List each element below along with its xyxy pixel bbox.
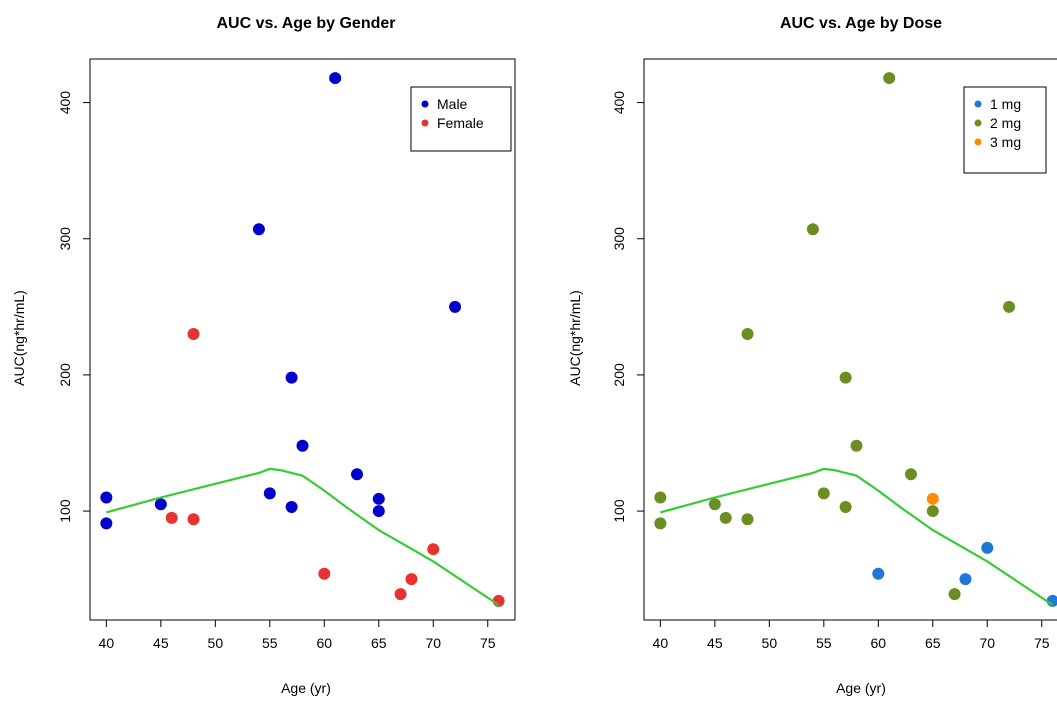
plot-frame bbox=[89, 58, 516, 621]
y-tick-label: 400 bbox=[57, 91, 73, 115]
data-point bbox=[329, 72, 342, 85]
legend: Male Female bbox=[410, 86, 512, 152]
data-point bbox=[350, 468, 363, 481]
data-point bbox=[372, 505, 385, 518]
x-tick-label: 40 bbox=[99, 635, 115, 651]
chart-gender: AUC vs. Age by Gender Age (yr) AUC(ng*hr… bbox=[11, 15, 516, 696]
legend: 1 mg 2 mg 3 mg bbox=[963, 86, 1047, 174]
legend-label: Male bbox=[437, 96, 468, 112]
legend-marker bbox=[421, 100, 429, 108]
data-point bbox=[285, 371, 298, 384]
data-point bbox=[708, 498, 721, 511]
data-point bbox=[394, 588, 407, 601]
x-tick-label: 50 bbox=[208, 635, 224, 651]
x-tick-label: 50 bbox=[762, 635, 778, 651]
y-tick-label: 300 bbox=[611, 227, 627, 251]
x-tick-label: 70 bbox=[979, 635, 995, 651]
legend-box bbox=[410, 86, 512, 152]
data-point bbox=[654, 491, 667, 504]
data-point bbox=[187, 328, 200, 341]
data-point bbox=[285, 500, 298, 513]
data-point bbox=[926, 505, 939, 518]
legend-marker bbox=[974, 100, 982, 108]
data-point bbox=[904, 468, 917, 481]
data-point bbox=[427, 543, 440, 556]
y-axis-label: AUC(ng*hr/mL) bbox=[11, 290, 27, 386]
data-point bbox=[806, 223, 819, 236]
trend-line bbox=[106, 467, 500, 606]
y-tick-label: 100 bbox=[57, 499, 73, 523]
x-tick-label: 75 bbox=[480, 635, 496, 651]
data-point bbox=[839, 371, 852, 384]
data-point bbox=[296, 439, 309, 452]
x-tick-label: 70 bbox=[425, 635, 441, 651]
legend-marker bbox=[974, 138, 982, 146]
data-point bbox=[263, 487, 276, 500]
legend-label: 2 mg bbox=[990, 115, 1021, 131]
legend-marker bbox=[974, 119, 982, 127]
data-point bbox=[948, 588, 961, 601]
y-tick-label: 400 bbox=[611, 91, 627, 115]
data-point bbox=[883, 72, 896, 85]
data-point bbox=[981, 541, 994, 554]
data-point bbox=[252, 223, 265, 236]
data-point bbox=[100, 517, 113, 530]
data-point bbox=[872, 567, 885, 580]
data-point bbox=[741, 328, 754, 341]
trend-line bbox=[660, 467, 1054, 606]
data-point bbox=[817, 487, 830, 500]
x-tick-label: 45 bbox=[153, 635, 169, 651]
data-point bbox=[959, 573, 972, 586]
data-point bbox=[100, 491, 113, 504]
chart-dose: AUC vs. Age by Dose Age (yr) AUC(ng*hr/m… bbox=[567, 15, 1057, 696]
data-point bbox=[372, 492, 385, 505]
x-tick-label: 60 bbox=[317, 635, 333, 651]
y-tick-label: 100 bbox=[611, 499, 627, 523]
y-axis-label: AUC(ng*hr/mL) bbox=[567, 290, 583, 386]
data-point bbox=[165, 511, 178, 524]
legend-label: 1 mg bbox=[990, 96, 1021, 112]
legend-label: Female bbox=[437, 115, 484, 131]
x-tick-label: 45 bbox=[707, 635, 723, 651]
data-point bbox=[741, 513, 754, 526]
x-tick-label: 65 bbox=[371, 635, 387, 651]
data-point bbox=[719, 511, 732, 524]
data-point bbox=[187, 513, 200, 526]
data-point bbox=[850, 439, 863, 452]
plot-frame bbox=[643, 58, 1057, 621]
x-tick-label: 65 bbox=[925, 635, 941, 651]
legend-marker bbox=[421, 119, 429, 127]
y-tick-label: 200 bbox=[57, 363, 73, 387]
data-point bbox=[405, 573, 418, 586]
data-point bbox=[654, 517, 667, 530]
data-point bbox=[1003, 300, 1016, 313]
x-tick-label: 55 bbox=[262, 635, 278, 651]
x-tick-label: 75 bbox=[1034, 635, 1050, 651]
y-tick-label: 200 bbox=[611, 363, 627, 387]
legend-label: 3 mg bbox=[990, 134, 1021, 150]
x-tick-label: 60 bbox=[871, 635, 887, 651]
data-point bbox=[318, 567, 331, 580]
x-axis-label: Age (yr) bbox=[281, 680, 331, 696]
data-point bbox=[839, 500, 852, 513]
chart-title: AUC vs. Age by Gender bbox=[216, 15, 395, 32]
data-point bbox=[449, 300, 462, 313]
x-tick-label: 40 bbox=[653, 635, 669, 651]
legend-box bbox=[963, 86, 1047, 174]
data-point bbox=[926, 492, 939, 505]
x-axis-label: Age (yr) bbox=[836, 680, 886, 696]
x-tick-label: 55 bbox=[816, 635, 832, 651]
chart-title: AUC vs. Age by Dose bbox=[780, 15, 942, 32]
y-tick-label: 300 bbox=[57, 227, 73, 251]
data-point bbox=[154, 498, 167, 511]
